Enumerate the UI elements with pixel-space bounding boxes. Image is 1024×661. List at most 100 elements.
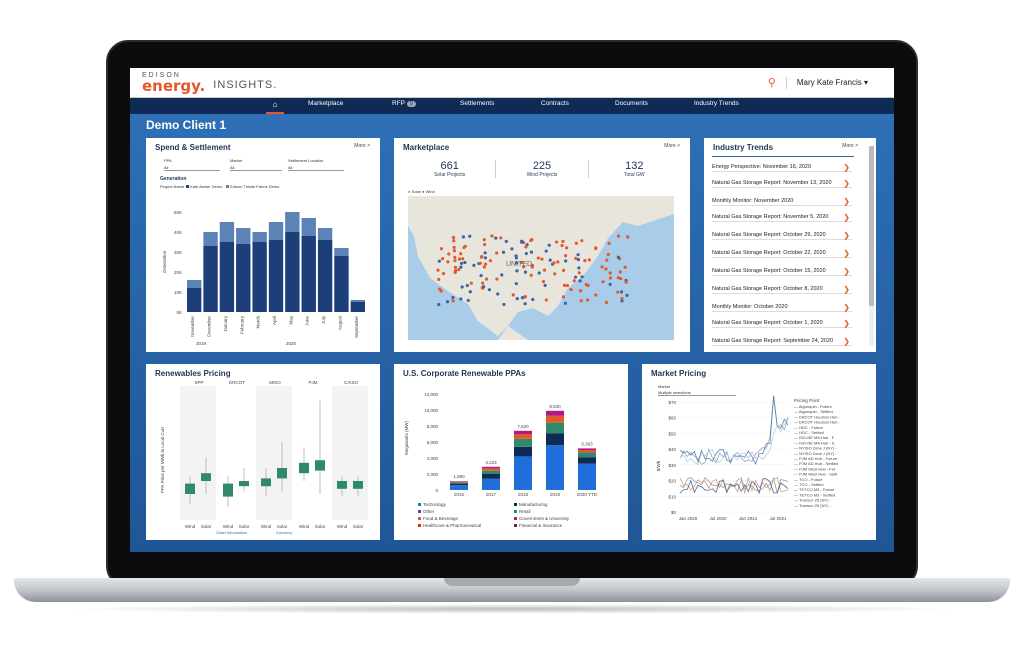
trend-item[interactable]: Natural Gas Storage Report: November 13,…: [712, 180, 852, 188]
project-marker: [501, 250, 506, 254]
x-tick-label: March: [256, 316, 261, 329]
bar-segment: [203, 246, 218, 312]
project-marker: [561, 268, 566, 272]
project-marker: [584, 282, 588, 287]
search-icon[interactable]: ⚲: [767, 77, 776, 89]
project-marker: [459, 252, 463, 256]
screen: EDISON energy. INSIGHTS. ⚲ Mary Kate Fra…: [130, 68, 894, 552]
trend-item-label: Natural Gas Storage Report: November 5, …: [712, 214, 829, 220]
market-label: PJM: [309, 380, 318, 385]
box: [261, 478, 271, 487]
currency-link[interactable]: Currency: [276, 530, 293, 535]
project-marker: [548, 258, 552, 262]
legend-label: — PJM West Hub - Fut: [794, 466, 836, 471]
project-marker: [618, 270, 622, 274]
more-link[interactable]: More >: [842, 143, 858, 149]
price-series-line: [679, 416, 789, 466]
market-select[interactable]: Multiple selections: [658, 390, 736, 396]
project-marker: [453, 269, 458, 273]
chart-information-link[interactable]: Chart Information: [216, 530, 247, 535]
legend-label: — TETCO M3 - Future: [794, 487, 835, 492]
more-link[interactable]: More >: [354, 143, 370, 149]
market-select[interactable]: All: [230, 165, 282, 171]
trend-item[interactable]: Natural Gas Storage Report: October 8, 2…: [712, 286, 852, 294]
project-marker: [437, 259, 441, 263]
x-tick-label: 2016: [454, 492, 465, 497]
box: [337, 481, 347, 489]
trend-item-label: Natural Gas Storage Report: October 1, 2…: [712, 320, 823, 326]
nav-contracts[interactable]: Contracts: [541, 100, 569, 107]
project-marker: [606, 252, 610, 257]
trend-item[interactable]: Natural Gas Storage Report: October 29, …: [712, 232, 852, 240]
nav-documents[interactable]: Documents: [615, 100, 648, 107]
project-marker: [484, 262, 488, 266]
bar-segment: [350, 302, 365, 312]
bar-segment: [482, 470, 500, 474]
project-marker: [510, 247, 514, 251]
project-marker: [439, 247, 444, 251]
legend-label: — Algonquin - Future: [794, 404, 833, 409]
project-marker: [446, 260, 450, 264]
project-marker: [620, 296, 624, 301]
x-tick-label: Jul 2020: [709, 516, 727, 521]
x-tick-label: Jan 2020: [679, 516, 698, 521]
project-marker: [529, 250, 534, 254]
nav-marketplace[interactable]: Marketplace: [308, 100, 344, 107]
market-column: [294, 386, 330, 520]
trend-item[interactable]: Natural Gas Storage Report: October 22, …: [712, 250, 852, 258]
bar-segment: [482, 474, 500, 479]
project-marker: [478, 261, 483, 265]
project-marker: [511, 293, 515, 297]
price-series-line: [679, 478, 789, 495]
year-label: 2020: [286, 341, 297, 346]
logo[interactable]: EDISON energy. INSIGHTS.: [142, 72, 277, 94]
box: [353, 481, 363, 489]
trend-item[interactable]: Natural Gas Storage Report: October 15, …: [712, 268, 852, 276]
scrollbar[interactable]: [869, 146, 874, 346]
legend-label: — Transco Z6 (NY) -: [794, 498, 832, 503]
stat-solar: 661 Solar Projects: [404, 160, 497, 178]
legend-title: Project Name: [160, 184, 185, 189]
y-tick-label: 4,000: [427, 456, 439, 461]
market-column: [332, 386, 368, 520]
project-map[interactable]: UNITED: [408, 196, 674, 340]
location-select[interactable]: All: [288, 165, 344, 171]
nav-settlements[interactable]: Settlements: [460, 100, 495, 107]
home-icon[interactable]: ⌂: [266, 98, 284, 114]
bar-segment: [252, 232, 267, 242]
user-menu[interactable]: Mary Kate Francis ▾: [796, 78, 868, 87]
rfp-badge: 0: [407, 101, 416, 107]
trend-item[interactable]: Energy Perspective: November 16, 2020 ❯: [712, 164, 852, 172]
project-marker: [564, 254, 568, 258]
ppa-select[interactable]: All: [164, 165, 220, 171]
more-link[interactable]: More >: [664, 143, 680, 149]
bar-segment: [578, 450, 596, 453]
bar-segment: [301, 236, 316, 312]
y-tick-label: 10,000: [424, 408, 438, 413]
trend-item[interactable]: Natural Gas Storage Report: September 24…: [712, 338, 852, 346]
box: [223, 483, 233, 497]
box: [277, 468, 287, 479]
project-marker: [483, 256, 488, 260]
trend-item[interactable]: Monthly Monitor: October 2020 ❯: [712, 304, 852, 312]
nav-rfp[interactable]: RFP 0: [392, 100, 416, 107]
y-tick-label: 0K: [176, 310, 182, 315]
trend-item[interactable]: Natural Gas Storage Report: October 1, 2…: [712, 320, 852, 328]
trend-item[interactable]: Monthly Monitor: November 2020 ❯: [712, 198, 852, 206]
project-marker: [574, 241, 578, 245]
nav-industry-trends[interactable]: Industry Trends: [694, 100, 739, 107]
project-marker: [502, 302, 506, 307]
project-marker: [457, 267, 461, 272]
legend-label: Retail: [519, 509, 531, 514]
legend-item: Edison Thistle Farms Demo: [226, 184, 279, 189]
logo-insights: INSIGHTS.: [213, 78, 278, 91]
bar-segment: [546, 415, 564, 423]
trend-item[interactable]: Natural Gas Storage Report: November 5, …: [712, 214, 852, 222]
project-marker: [580, 239, 584, 243]
legend-label: — TCO - Settled: [794, 482, 824, 487]
project-marker: [607, 241, 611, 245]
bar-segment: [268, 240, 284, 312]
project-marker: [479, 273, 483, 278]
project-marker: [499, 236, 503, 240]
project-marker: [469, 281, 473, 285]
